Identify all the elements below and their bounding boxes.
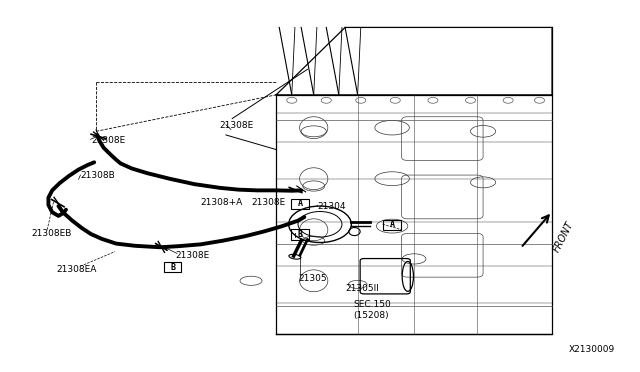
Text: SEC.150: SEC.150 (353, 300, 391, 309)
Text: 21305II: 21305II (345, 283, 379, 292)
Text: X2130009: X2130009 (568, 345, 615, 354)
Text: A: A (298, 199, 303, 208)
Text: FRONT: FRONT (552, 220, 576, 254)
Text: 21308E: 21308E (176, 251, 210, 260)
Text: (15208): (15208) (353, 311, 389, 320)
Text: 21305: 21305 (298, 275, 326, 283)
Text: 21308E: 21308E (91, 136, 125, 145)
Text: B: B (170, 263, 175, 272)
Text: 21308EA: 21308EA (56, 265, 97, 274)
Text: 21304: 21304 (317, 202, 346, 211)
Text: 21308B: 21308B (81, 171, 115, 180)
Text: A: A (390, 220, 395, 229)
Text: 21308+A: 21308+A (201, 198, 243, 207)
Text: 21308E: 21308E (251, 198, 285, 207)
Text: 21308E: 21308E (220, 121, 254, 130)
Text: 21308EB: 21308EB (31, 229, 72, 238)
Text: B: B (298, 230, 303, 239)
